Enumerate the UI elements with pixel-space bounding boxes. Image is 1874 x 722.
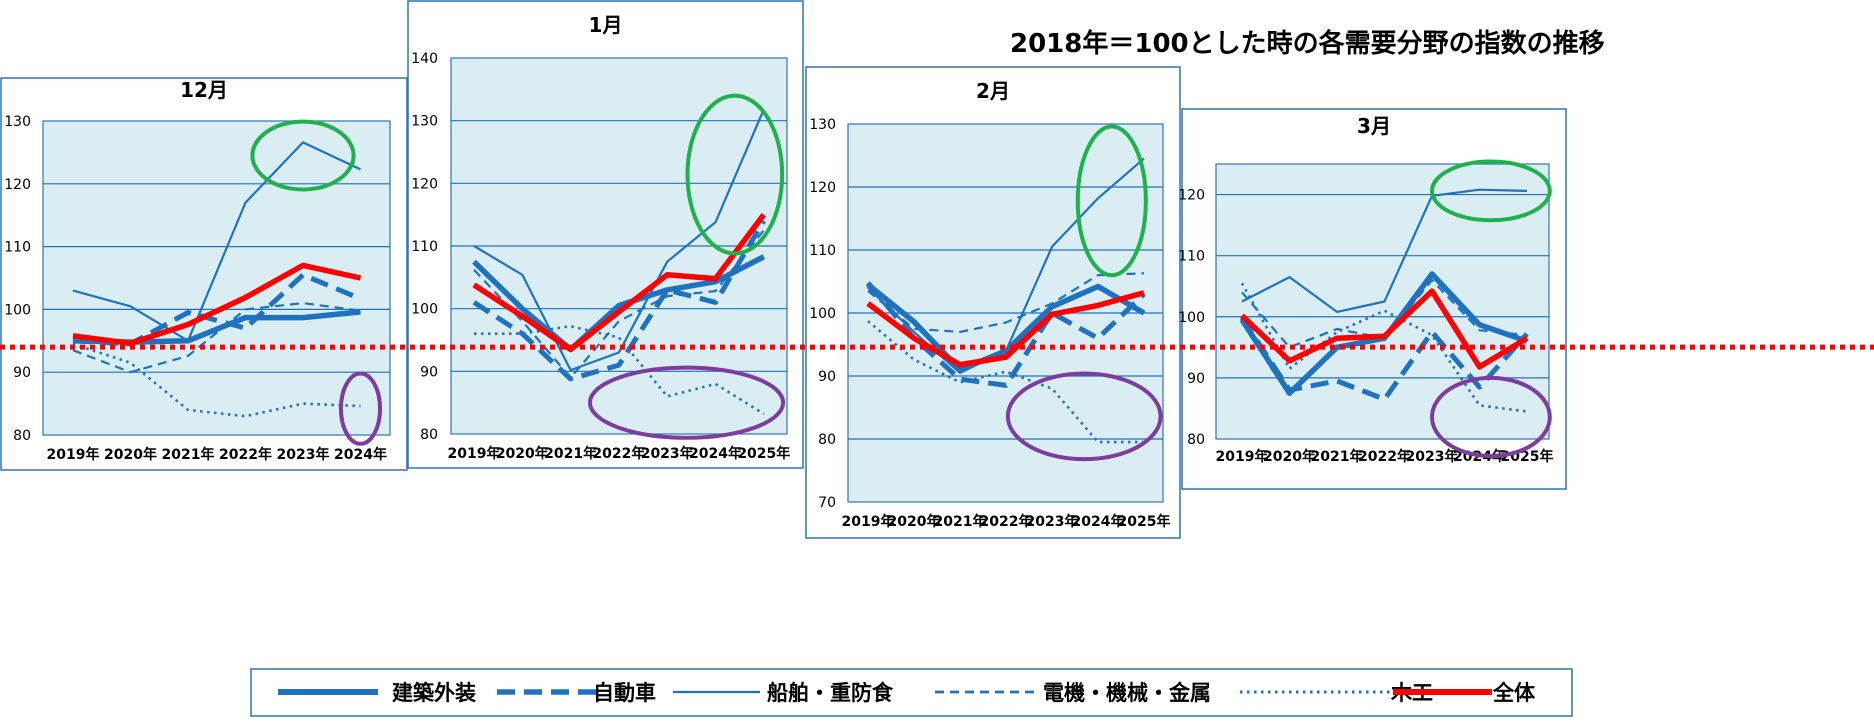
- y-tick-label: 90: [818, 369, 836, 385]
- series-line-dot: [72, 342, 361, 418]
- x-tick-label: 2024年: [1072, 513, 1125, 530]
- y-tick-label: 120: [809, 180, 836, 196]
- x-tick-label: 2019年: [47, 446, 100, 463]
- y-tick-label: 120: [1178, 188, 1205, 204]
- panel-title: 3月: [1357, 114, 1391, 138]
- x-tick-label: 2020年: [1263, 448, 1316, 465]
- highlight-ellipse: [685, 93, 785, 256]
- highlight-ellipse: [338, 371, 383, 446]
- x-tick-label: 2025年: [1118, 513, 1171, 530]
- x-tick-label: 2022年: [219, 446, 272, 463]
- y-tick-label: 90: [13, 365, 31, 381]
- y-tick-label: 100: [411, 302, 438, 318]
- x-tick-label: 2024年: [689, 445, 742, 462]
- legend-label: 電機・機械・金属: [1043, 681, 1211, 705]
- x-tick-label: 2019年: [1216, 448, 1269, 465]
- panel-title: 12月: [180, 78, 228, 102]
- y-tick-label: 140: [411, 51, 438, 67]
- figure-title: 2018年＝100とした時の各需要分野の指数の推移: [1010, 28, 1605, 59]
- x-tick-label: 2022年: [592, 445, 645, 462]
- x-tick-label: 2021年: [1311, 448, 1364, 465]
- x-tick-label: 2024年: [334, 446, 387, 463]
- y-tick-label: 110: [1178, 249, 1205, 265]
- highlight-ellipse: [587, 365, 786, 440]
- x-tick-label: 2019年: [842, 513, 895, 530]
- y-tick-label: 110: [809, 243, 836, 259]
- series-line-shortdash: [72, 302, 361, 374]
- panel-title: 1月: [589, 13, 623, 37]
- series-line-red: [1240, 288, 1529, 370]
- x-tick-label: 2020年: [888, 513, 941, 530]
- x-tick-label: 2020年: [496, 445, 549, 462]
- x-tick-label: 2023年: [277, 446, 330, 463]
- y-tick-label: 130: [809, 117, 836, 133]
- y-tick-label: 90: [420, 364, 438, 380]
- series-line-thin: [72, 141, 361, 342]
- x-tick-label: 2025年: [737, 445, 790, 462]
- chart-panel-2: 1月 80 90 100 110 120 130 140 2019年2020年2021年2022…: [407, 0, 804, 469]
- plot-area: [42, 120, 391, 436]
- legend-label: 建築外装: [392, 681, 476, 705]
- x-tick-label: 2022年: [980, 513, 1033, 530]
- highlight-ellipse: [1430, 159, 1552, 223]
- y-tick-label: 120: [411, 176, 438, 192]
- series-line-thick: [472, 254, 766, 353]
- legend-label: 船舶・重防食: [767, 681, 894, 705]
- y-tick-label: 130: [4, 114, 31, 130]
- series-line-dash: [866, 281, 1146, 388]
- y-tick-label: 100: [1178, 310, 1205, 326]
- y-tick-label: 120: [4, 177, 31, 193]
- x-tick-label: 2023年: [1406, 448, 1459, 465]
- x-tick-label: 2019年: [448, 445, 501, 462]
- panel-title: 2月: [976, 79, 1010, 103]
- series-line-red: [472, 213, 766, 353]
- highlight-ellipse: [1430, 375, 1552, 459]
- series-line-thick: [866, 282, 1146, 373]
- y-tick-label: 90: [1187, 371, 1205, 387]
- y-tick-label: 100: [4, 302, 31, 318]
- x-tick-label: 2023年: [641, 445, 694, 462]
- series-line-thin: [473, 108, 765, 372]
- x-tick-label: 2021年: [162, 446, 215, 463]
- y-tick-label: 70: [818, 495, 836, 511]
- highlight-ellipse: [250, 119, 356, 192]
- series-line-shortdash: [867, 272, 1145, 333]
- y-tick-label: 100: [809, 306, 836, 322]
- x-tick-label: 2022年: [1358, 448, 1411, 465]
- series-line-red: [866, 290, 1145, 368]
- series-line-dash: [72, 272, 362, 347]
- y-tick-label: 80: [420, 427, 438, 443]
- y-tick-label: 110: [4, 240, 31, 256]
- legend-label: 自動車: [593, 681, 656, 705]
- x-tick-label: 2025年: [1501, 448, 1554, 465]
- x-tick-label: 2021年: [934, 513, 987, 530]
- x-tick-label: 2023年: [1026, 513, 1079, 530]
- y-tick-label: 80: [818, 432, 836, 448]
- highlight-ellipse: [1005, 371, 1163, 462]
- chart-panel-1: 12月 80 90 100 110 120 130 2019年 2020年 2021年 2022年 2…: [0, 77, 408, 471]
- series-line-red: [72, 262, 362, 347]
- y-tick-label: 80: [1187, 432, 1205, 448]
- y-tick-label: 110: [411, 239, 438, 255]
- series-line-dash: [472, 219, 766, 382]
- chart-panel-3: 2月 70 80 90 100 110 120 130 2019年2020年2021年2022年…: [805, 66, 1181, 539]
- x-tick-label: 2020年: [104, 446, 157, 463]
- y-tick-label: 130: [411, 114, 438, 130]
- legend-label: 全体: [1492, 681, 1536, 705]
- y-tick-label: 80: [13, 428, 31, 444]
- legend-box: [250, 668, 1573, 717]
- x-tick-label: 2021年: [544, 445, 597, 462]
- series-line-thin: [1241, 188, 1528, 313]
- highlight-ellipse: [1075, 124, 1148, 278]
- chart-panel-4: 3月 80 90 100 110 120 2019年2020年2021年2022年2023年…: [1178, 108, 1567, 490]
- series-line-shortdash: [473, 229, 765, 379]
